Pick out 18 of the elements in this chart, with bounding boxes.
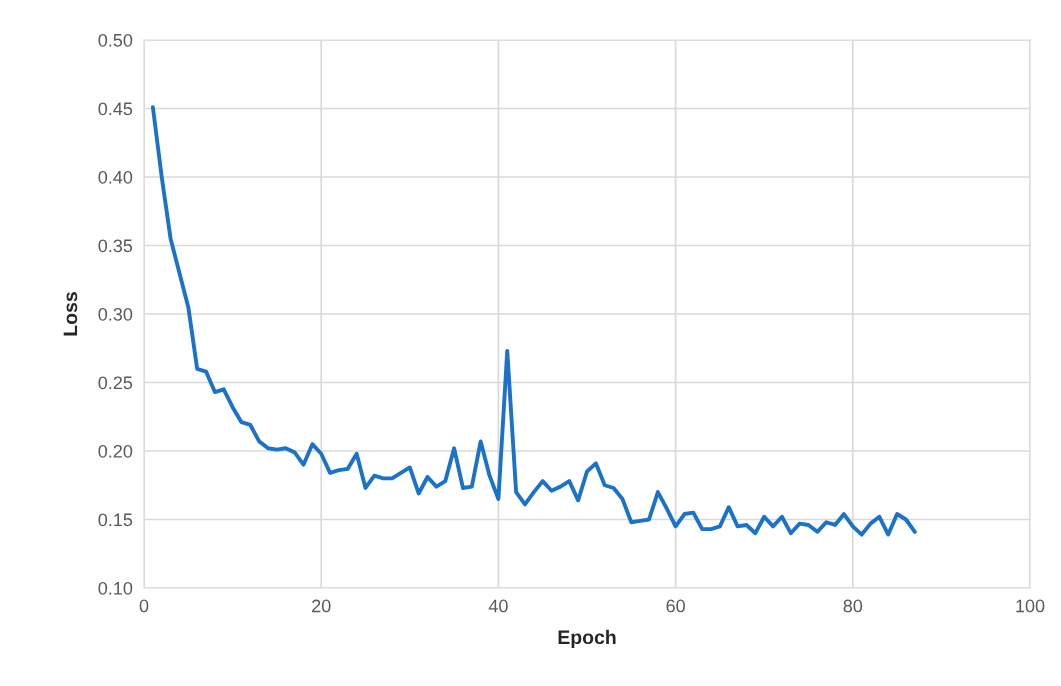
- line-series: [150, 105, 917, 537]
- x-axis-title: Epoch: [558, 629, 616, 648]
- x-tick-label: 20: [312, 599, 331, 613]
- x-tick-label: 60: [666, 599, 685, 613]
- x-tick-label: 40: [488, 599, 508, 613]
- x-tick-label: 100: [1016, 599, 1045, 613]
- y-tick-label: 0.50: [98, 33, 133, 47]
- y-tick-label: 0.45: [98, 102, 133, 116]
- x-tick-label: 0: [139, 599, 149, 613]
- y-tick-label: 0.10: [98, 581, 133, 595]
- y-tick-label: 0.40: [98, 170, 133, 184]
- y-tick-label: 0.15: [98, 513, 133, 527]
- y-tick-label: 0.35: [98, 239, 133, 253]
- y-tick-label: 0.20: [98, 444, 133, 458]
- y-tick-label: 0.30: [98, 307, 133, 321]
- y-axis-title: Loss: [63, 292, 78, 336]
- x-tick-label: 80: [843, 599, 863, 613]
- y-tick-label: 0.25: [98, 376, 133, 390]
